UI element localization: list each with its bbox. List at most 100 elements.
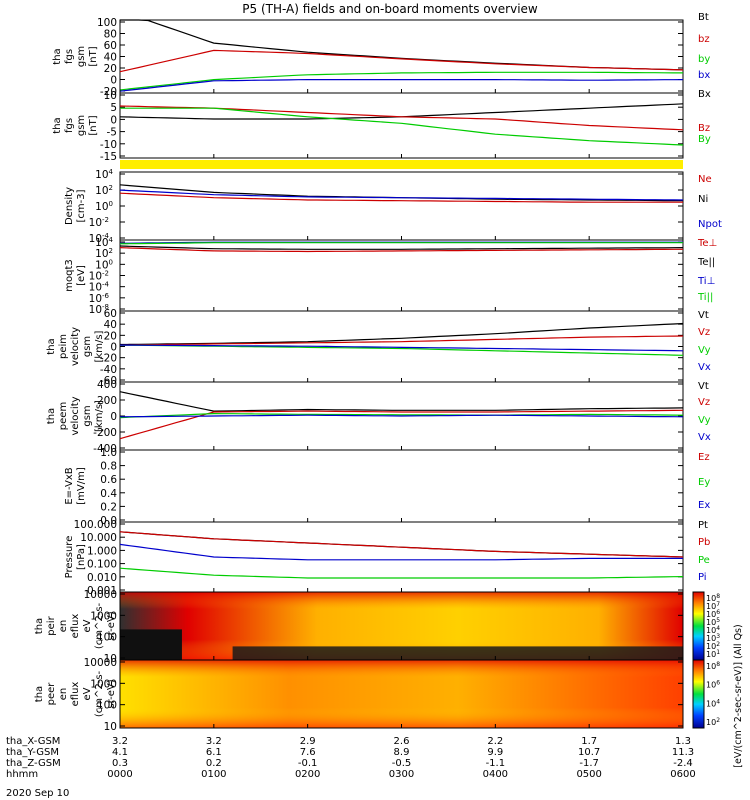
legend-entry: Vz	[698, 327, 710, 338]
y-tick-label: 10	[104, 721, 117, 733]
y-axis-label-line: moqt3	[64, 259, 75, 292]
colorbar-tick: 108	[706, 593, 720, 603]
y-tick-label: 400	[97, 379, 117, 391]
series-line-by	[120, 107, 684, 146]
series-line-vt	[119, 391, 684, 412]
y-axis-label-line: Pressure	[64, 536, 75, 579]
y-tick-label: 0.100	[87, 559, 117, 571]
y-tick-label: -400	[93, 443, 117, 455]
time-axis-value: 0300	[389, 769, 414, 780]
y-axis-label-line: sr-eV)	[106, 679, 117, 708]
time-axis-value: -0.5	[392, 758, 412, 769]
y-axis-label-line: gsm	[82, 336, 93, 357]
y-tick-label: 1000	[90, 678, 117, 690]
legend-entry: Vt	[698, 310, 709, 321]
panel-frame	[119, 449, 684, 523]
y-axis-label-line: E=-VxB	[64, 467, 75, 504]
y-axis-label-line: tha	[46, 338, 57, 354]
figure-title: P5 (TH-A) fields and on-board moments ov…	[242, 2, 538, 16]
y-tick-label: 100	[95, 200, 113, 213]
y-tick-label: 104	[95, 168, 113, 181]
time-axis-value: 0600	[670, 769, 695, 780]
y-axis-label-line: (cm^2-s-	[94, 602, 105, 649]
y-axis-label-line: eflux	[70, 682, 81, 707]
legend-entry: Ez	[698, 452, 710, 463]
time-axis-value: 11.3	[672, 747, 694, 758]
y-tick-label: 10	[104, 90, 117, 102]
y-tick-label: 60	[104, 40, 117, 52]
y-tick-label: -60	[100, 375, 117, 387]
spectrogram-nodata	[120, 629, 182, 660]
y-tick-label: 0.4	[100, 488, 117, 500]
legend-entry: By	[698, 134, 711, 145]
time-axis-row-label: tha_Z-GSM	[6, 758, 61, 769]
colorbar-tick: 102	[706, 641, 720, 651]
colorbar-tick: 105	[706, 617, 720, 627]
time-axis-value: 2.2	[487, 736, 503, 747]
panel-frame	[119, 171, 684, 241]
series-line-pb	[119, 531, 684, 558]
y-axis-label-line: fgs	[64, 118, 75, 133]
time-axis-value: 8.9	[394, 747, 410, 758]
time-axis-value: 10.7	[578, 747, 600, 758]
legend-entry: Vy	[698, 345, 711, 356]
panel-10: 10000 1000 100 10 tha peer en eflux eV (cm^2-s-sr…	[34, 657, 684, 733]
time-axis-value: 9.9	[487, 747, 503, 758]
y-axis-label-line: gsm	[82, 405, 93, 426]
time-axis-value: -1.7	[579, 758, 599, 769]
legend-entry: bx	[698, 70, 710, 81]
time-axis-value: 1.3	[675, 736, 691, 747]
y-axis-label-line: [mV/m]	[76, 467, 87, 505]
colorbar-tick: 104	[706, 625, 720, 635]
colorbar-tick: 104	[706, 698, 720, 708]
time-axis-row-label: hhmm	[6, 769, 38, 780]
colorbar-tick: 103	[706, 633, 720, 643]
legend-entry: bz	[698, 34, 710, 45]
y-tick-label: 10000	[84, 589, 117, 601]
time-axis-value: 2.9	[300, 736, 316, 747]
y-tick-label: 0.0	[100, 515, 117, 527]
y-axis-label-line: (cm^2-s-	[94, 670, 105, 717]
y-tick-label: 0.6	[100, 474, 117, 486]
y-axis-label-line: tha	[46, 408, 57, 424]
y-tick-label: 100.000	[74, 519, 117, 531]
y-tick-label: 1.000	[87, 545, 117, 557]
y-axis-label-line: [km/s]	[94, 330, 105, 362]
y-axis-label-line: tha	[34, 618, 45, 634]
colorbar-label: [eV/(cm^2-sec-sr-eV)] (All Qs)	[733, 624, 744, 767]
y-axis-label-line: en	[58, 620, 69, 633]
colorbar-tick: 101	[706, 649, 720, 659]
y-axis-label-line: [eV]	[76, 265, 87, 286]
colorbar-tick: 107	[706, 601, 720, 611]
status-bar	[120, 160, 683, 169]
y-axis-label-line: eflux	[70, 614, 81, 639]
y-tick-label: 40	[104, 52, 117, 64]
series-line-te	[119, 247, 683, 253]
colorbar-tick: 102	[706, 717, 720, 727]
y-tick-label: -20	[100, 86, 117, 98]
legend-entry: Vx	[698, 362, 711, 373]
series-line-vx	[120, 344, 684, 352]
time-axis-value: 3.2	[206, 736, 222, 747]
series-line-ne	[119, 192, 683, 203]
time-axis-value: 1.7	[581, 736, 597, 747]
panel-6: 400 200 0 -200 -400 tha peem velocity gsm [km/s] V…	[46, 379, 711, 455]
y-tick-label: 40	[104, 319, 117, 331]
y-tick-label: 102	[95, 184, 113, 197]
legend-entry: Ti⊥	[697, 276, 715, 287]
y-tick-label: 200	[97, 395, 117, 407]
legend-entry: Bt	[698, 12, 709, 23]
y-axis-label-line: eV	[82, 687, 93, 700]
y-tick-label: -5	[107, 127, 117, 139]
y-axis-label-line: velocity	[70, 327, 81, 366]
time-axis-value: 2.6	[394, 736, 410, 747]
y-tick-label: 100	[97, 632, 117, 644]
time-axis-value: 0400	[483, 769, 508, 780]
panel-9: 10000 1000 100 10 tha peir en eflux eV (cm^2-s-sr…	[34, 589, 684, 665]
legend-entry: Ti||	[697, 292, 713, 303]
y-tick-label: 0.001	[87, 585, 117, 597]
